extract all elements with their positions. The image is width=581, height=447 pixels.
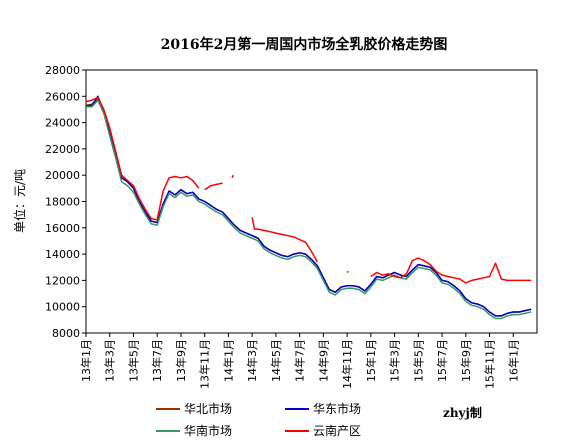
plot-area	[85, 69, 538, 334]
y-tick-label: 12000	[45, 274, 80, 287]
y-tick-label: 22000	[45, 143, 80, 156]
x-tick-label: 15年7月	[435, 339, 449, 382]
x-tick-label: 15年11月	[483, 339, 497, 389]
legend-label: 华北市场	[184, 401, 232, 416]
y-tick-label: 10000	[45, 301, 80, 314]
x-tick-label: 16年1月	[506, 339, 520, 382]
y-axis: 8000 10000 12000 14000 16000 18000 20000 22000 2…	[45, 64, 86, 340]
legend-label: 云南产区	[313, 423, 361, 438]
series-4	[85, 96, 532, 284]
y-tick-label: 14000	[45, 248, 80, 261]
series-3	[86, 99, 532, 320]
x-tick-label: 13年9月	[174, 339, 188, 382]
plot-frame	[85, 69, 538, 334]
x-tick-label: 14年9月	[316, 339, 330, 382]
series-line	[346, 270, 349, 274]
chart-credit: zhyj制	[443, 405, 482, 420]
x-tick-label: 13年11月	[198, 339, 212, 389]
x-tick-label: 13年1月	[79, 339, 93, 382]
x-tick-label: 13年3月	[103, 339, 117, 382]
x-tick-label: 14年5月	[269, 339, 283, 382]
legend-label: 华东市场	[313, 401, 361, 416]
y-tick-label: 24000	[45, 117, 80, 130]
y-tick-label: 28000	[45, 64, 80, 77]
chart-title: 2016年2月第一周国内市场全乳胶价格走势图	[161, 36, 448, 53]
y-tick-label: 18000	[45, 196, 80, 209]
y-tick-label: 20000	[45, 169, 80, 182]
series-line	[251, 217, 319, 263]
x-tick-label: 14年11月	[340, 339, 354, 389]
legend-label: 华南市场	[184, 423, 232, 438]
series-line	[86, 95, 532, 317]
series-line	[231, 174, 234, 179]
x-tick-label: 15年5月	[411, 339, 425, 382]
series-line	[85, 96, 200, 221]
x-tick-label: 14年1月	[221, 339, 235, 382]
x-axis: 13年1月 13年3月 13年5月 13年7月 13年9月 13年11月 14年1月 14年3…	[79, 333, 520, 389]
series-line	[370, 257, 532, 284]
y-tick-label: 8000	[52, 327, 80, 340]
y-axis-label: 单位：元/吨	[12, 169, 27, 233]
x-tick-label: 14年7月	[293, 339, 307, 382]
series-line	[86, 99, 532, 320]
x-tick-label: 15年9月	[459, 339, 473, 382]
x-tick-label: 15年1月	[364, 339, 378, 382]
x-tick-label: 15年3月	[388, 339, 402, 382]
x-tick-label: 14年3月	[245, 339, 259, 382]
x-tick-label: 13年5月	[126, 339, 140, 382]
series-line	[204, 182, 223, 191]
y-tick-label: 26000	[45, 90, 80, 103]
series-2	[86, 95, 532, 317]
x-tick-label: 13年7月	[150, 339, 164, 382]
y-tick-label: 16000	[45, 222, 80, 235]
